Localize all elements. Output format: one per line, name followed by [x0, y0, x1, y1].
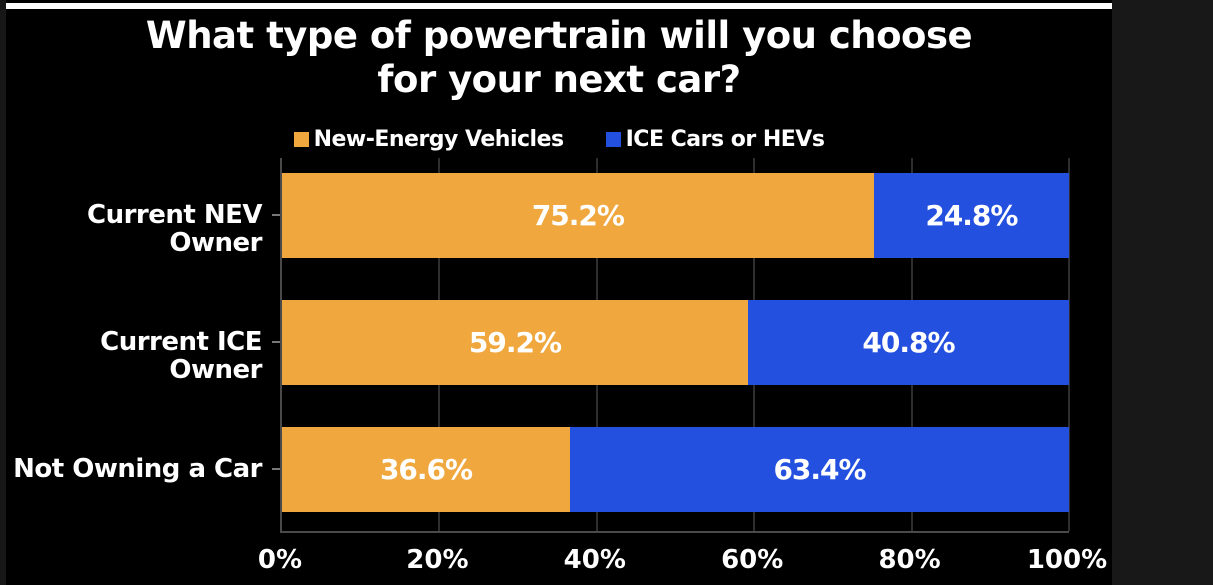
bar-segment: 40.8% — [747, 299, 1069, 385]
bar-row-2: 59.2% 40.8% — [282, 299, 1069, 385]
x-axis-tick-label: 100% — [1026, 545, 1108, 575]
category-label: Not Owning a Car — [13, 454, 262, 484]
x-axis-tick-label: 80% — [878, 545, 941, 575]
bar-value-label: 40.8% — [862, 325, 955, 359]
y-axis-tick — [272, 468, 280, 470]
x-axis-tick-label: 20% — [406, 545, 469, 575]
chart-title: What type of powertrain will you choose … — [6, 14, 1112, 102]
legend-swatch-orange-icon — [293, 132, 309, 147]
bar-segment: 24.8% — [873, 172, 1069, 258]
x-axis-tick-label: 40% — [563, 545, 626, 575]
chart-title-line1: What type of powertrain will you choose — [145, 14, 973, 57]
x-axis-tick-label: 60% — [721, 545, 784, 575]
page-left-margin — [0, 0, 6, 585]
bar-row-1: 75.2% 24.8% — [282, 172, 1069, 258]
page-right-margin — [1112, 0, 1213, 585]
legend-item-nev: New-Energy Vehicles — [293, 127, 565, 152]
bar-segment: 59.2% — [282, 299, 748, 385]
category-label: Current ICE Owner — [100, 327, 262, 385]
gridline-100 — [1068, 158, 1070, 531]
bar-value-label: 63.4% — [773, 452, 866, 486]
legend-swatch-blue-icon — [605, 132, 621, 147]
bar-segment: 75.2% — [282, 172, 874, 258]
bar-value-label: 75.2% — [531, 198, 625, 232]
legend-label: New-Energy Vehicles — [313, 127, 565, 152]
y-axis-tick — [272, 341, 280, 343]
legend-label: ICE Cars or HEVs — [625, 127, 825, 152]
bar-value-label: 59.2% — [468, 325, 562, 359]
bar-segment: 63.4% — [570, 426, 1069, 512]
y-axis-tick — [272, 214, 280, 216]
bar-segment: 36.6% — [282, 426, 571, 512]
chart-title-line2: for your next car? — [377, 58, 741, 101]
bar-value-label: 24.8% — [925, 198, 1018, 232]
legend-item-ice: ICE Cars or HEVs — [605, 127, 825, 152]
bar-row-3: 36.6% 63.4% — [282, 426, 1069, 512]
category-label: Current NEV Owner — [86, 200, 263, 258]
plot-area: 75.2% 24.8% 59.2% 40.8% 36.6% 63.4% — [272, 158, 1070, 533]
chart-legend: New-Energy Vehicles ICE Cars or HEVs — [6, 127, 1112, 152]
x-axis-tick-label: 0% — [257, 545, 303, 575]
bar-value-label: 36.6% — [379, 452, 473, 486]
top-divider-rule — [6, 3, 1112, 9]
